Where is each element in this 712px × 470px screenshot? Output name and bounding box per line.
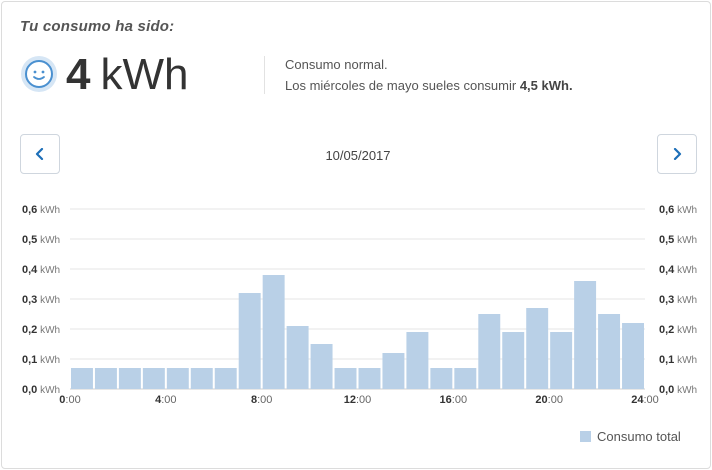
y-tick-label-left: 0,4 kWh (22, 264, 60, 276)
hourly-consumption-chart: 0,0 kWh 0,0 kWh 0,1 kWh 0,1 kWh 0,2 kWh 0,2 k… (22, 204, 697, 406)
total-consumption-value: 4 (66, 50, 91, 99)
consumption-bar (214, 368, 237, 389)
y-tick-label-left: 0,0 kWh (22, 384, 60, 396)
x-tick-label: 0:00 (59, 394, 80, 406)
consumption-bar (334, 368, 357, 389)
chevron-right-icon (673, 148, 682, 160)
consumption-bar (238, 293, 261, 389)
consumption-comparison: Los miércoles de mayo sueles consumir 4,… (285, 78, 573, 93)
consumption-bar (71, 368, 93, 389)
consumption-bar (142, 368, 165, 389)
consumption-bar (430, 368, 453, 389)
card-heading: Tu consumo ha sido: (20, 18, 175, 35)
legend-swatch (580, 431, 591, 442)
legend-label: Consumo total (597, 429, 681, 444)
y-tick-label-right: 0,2 kWh (659, 324, 697, 336)
header-divider (264, 56, 265, 94)
y-tick-label-left: 0,2 kWh (22, 324, 60, 336)
total-consumption-unit: kWh (100, 50, 189, 99)
consumption-bar (190, 368, 213, 389)
next-day-button[interactable] (657, 134, 697, 174)
y-tick-label-left: 0,3 kWh (22, 294, 60, 306)
selected-date: 10/05/2017 (325, 148, 391, 163)
consumption-bar (574, 281, 597, 389)
y-tick-label-right: 0,0 kWh (659, 384, 697, 396)
consumption-bar (550, 332, 573, 389)
consumption-bar (286, 326, 309, 389)
consumption-bar (358, 368, 381, 389)
y-tick-label-right: 0,6 kWh (659, 204, 697, 216)
chart-legend: Consumo total (580, 429, 681, 444)
x-tick-label: 12:00 (344, 394, 372, 406)
x-tick-label: 16:00 (440, 394, 468, 406)
y-tick-label-right: 0,3 kWh (659, 294, 697, 306)
consumption-bar (382, 353, 405, 389)
x-tick-label: 8:00 (251, 394, 272, 406)
consumption-bar (262, 275, 285, 389)
consumption-status: Consumo normal. (285, 57, 388, 72)
consumption-bar (598, 314, 621, 389)
y-tick-label-right: 0,4 kWh (659, 264, 697, 276)
consumption-bar (622, 323, 644, 389)
smiley-face-icon (21, 56, 57, 92)
consumption-bar (94, 368, 117, 389)
consumption-bar (502, 332, 525, 389)
chevron-left-icon (35, 148, 44, 160)
x-tick-label: 4:00 (155, 394, 176, 406)
comparison-text: Los miércoles de mayo sueles consumir (285, 78, 520, 93)
consumption-bar (310, 344, 333, 389)
total-consumption: 4 kWh (66, 50, 188, 100)
comparison-value: 4,5 kWh. (519, 78, 573, 93)
consumption-bar (526, 308, 549, 389)
y-tick-label-left: 0,5 kWh (22, 234, 60, 246)
consumption-bar (406, 332, 429, 389)
consumption-bar (166, 368, 189, 389)
consumption-bar (478, 314, 501, 389)
consumption-bar (118, 368, 141, 389)
y-tick-label-left: 0,6 kWh (22, 204, 60, 216)
consumption-bar (454, 368, 477, 389)
y-tick-label-left: 0,1 kWh (22, 354, 60, 366)
x-tick-label: 20:00 (535, 394, 563, 406)
y-tick-label-right: 0,5 kWh (659, 234, 697, 246)
previous-day-button[interactable] (20, 134, 60, 174)
x-tick-label: 24:00 (631, 394, 659, 406)
y-tick-label-right: 0,1 kWh (659, 354, 697, 366)
